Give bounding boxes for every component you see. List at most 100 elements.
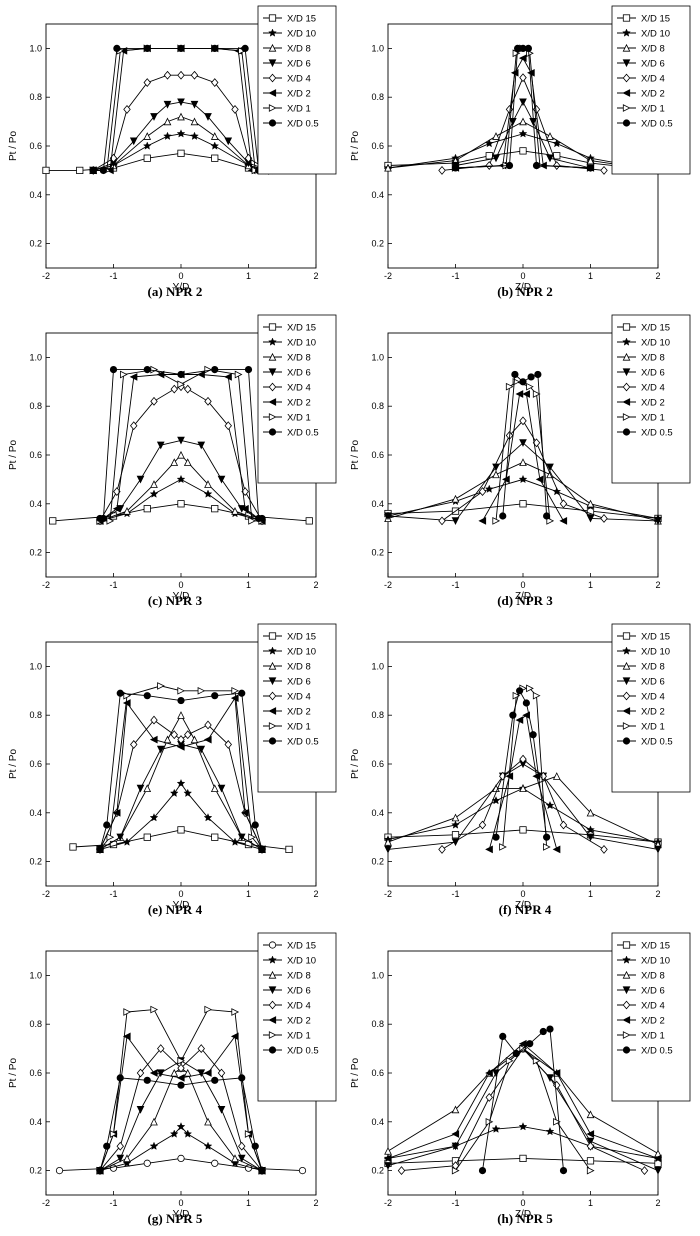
legend-entry: X/D 2 [287, 1016, 311, 1027]
data-point [237, 1154, 246, 1163]
data-point [49, 517, 57, 525]
series-6 [95, 694, 266, 854]
y-tick-label: 0.8 [29, 710, 42, 720]
data-point [238, 1074, 246, 1082]
data-point [130, 740, 138, 749]
data-point [231, 686, 240, 695]
legend-marker [622, 73, 631, 83]
data-point [123, 1008, 132, 1016]
legend-marker [622, 941, 631, 949]
legend-marker [268, 955, 277, 964]
data-point [518, 54, 527, 63]
legend-entry: X/D 10 [641, 956, 670, 967]
data-point [384, 163, 392, 172]
data-point [522, 699, 530, 707]
legend-marker [268, 707, 277, 715]
legend-marker [268, 986, 277, 995]
legend-marker [622, 89, 631, 97]
data-point [224, 373, 232, 381]
x-tick-label: 1 [246, 271, 251, 281]
data-point [640, 1166, 649, 1176]
legend-marker [622, 337, 631, 346]
legend-entry: X/D 0.5 [641, 428, 673, 439]
x-tick-label: -2 [42, 271, 50, 281]
data-point [586, 833, 595, 842]
x-tick-label: 0 [520, 1198, 525, 1208]
chart-svg: -2 -1 0 1 20.20.40.60.81.0Z/DPt / PoX/D 15X/… [350, 314, 691, 602]
legend-entry: X/D 4 [287, 383, 311, 394]
data-point [505, 161, 514, 170]
legend-marker [622, 970, 631, 979]
data-point [231, 1154, 239, 1163]
x-tick-label: 0 [178, 271, 183, 281]
data-point [96, 845, 104, 853]
data-point [518, 129, 528, 138]
data-point [156, 441, 165, 450]
legend-marker [268, 970, 277, 979]
data-point [600, 514, 608, 523]
data-point [157, 1044, 165, 1054]
data-point [522, 390, 530, 398]
y-axis-label: Pt / Po [8, 440, 19, 470]
legend-entry: X/D 1 [641, 413, 665, 424]
x-tick-label: -1 [109, 1198, 117, 1208]
chart-panel-8: -2 -1 0 1 2 0.2 0.4 0.6 0.8 1.0 Z/D Pt / Po X/D 15 X/… [350, 927, 700, 1236]
legend-marker [268, 352, 277, 361]
data-point [150, 715, 158, 725]
data-point [586, 1137, 595, 1146]
data-point [204, 1117, 212, 1126]
data-point [211, 833, 219, 841]
legend-entry: X/D 0.5 [641, 119, 673, 130]
series-line [495, 689, 548, 838]
data-point [485, 152, 493, 160]
x-tick-label: 2 [313, 271, 318, 281]
data-point [478, 1167, 487, 1175]
legend-marker [268, 691, 277, 701]
legend-marker [268, 661, 277, 670]
data-point [190, 735, 199, 744]
data-point [552, 845, 561, 854]
x-tick-label: 1 [246, 889, 251, 899]
legend-entry: X/D 10 [287, 647, 316, 658]
data-point [150, 365, 159, 374]
legend-marker [268, 119, 277, 127]
data-point [586, 499, 595, 508]
data-point [156, 745, 165, 754]
data-point [203, 1141, 213, 1150]
series-line [99, 685, 263, 850]
x-tick-label: -2 [42, 889, 50, 899]
legend-marker [622, 1000, 631, 1010]
y-tick-label: 1.0 [371, 43, 384, 53]
data-point [210, 132, 219, 140]
legend-marker [268, 737, 277, 745]
x-tick-label: 2 [655, 580, 660, 590]
panel-caption: (c) NPR 3 [147, 593, 203, 608]
legend-marker [622, 661, 631, 670]
series-5 [438, 754, 608, 854]
y-tick-label: 0.2 [29, 239, 42, 249]
data-point [109, 1130, 118, 1138]
x-tick-label: -2 [42, 1198, 50, 1208]
data-point [515, 716, 524, 724]
data-point [106, 517, 115, 525]
data-point [546, 517, 555, 525]
legend-marker [268, 413, 277, 421]
legend-marker [622, 646, 631, 655]
data-point [177, 500, 185, 508]
legend-marker [268, 14, 277, 22]
data-point [298, 1167, 307, 1175]
y-tick-label: 0.2 [371, 1166, 384, 1176]
legend-entry: X/D 10 [287, 29, 316, 40]
y-tick-label: 1.0 [371, 352, 384, 362]
data-point [113, 44, 121, 53]
data-point [106, 833, 115, 842]
x-tick-label: -2 [384, 889, 392, 899]
legend-entry: X/D 1 [641, 722, 665, 733]
series-6 [478, 390, 568, 525]
data-point [157, 682, 165, 690]
data-point [150, 113, 158, 121]
chart-panel-3: -2 -1 0 1 2 0.2 0.4 0.6 0.8 1.0 Y/D Pt / Po X/D 15 X/… [0, 309, 350, 618]
series-8 [492, 687, 551, 841]
y-tick-label: 0.4 [371, 499, 384, 509]
series-4 [384, 439, 662, 525]
